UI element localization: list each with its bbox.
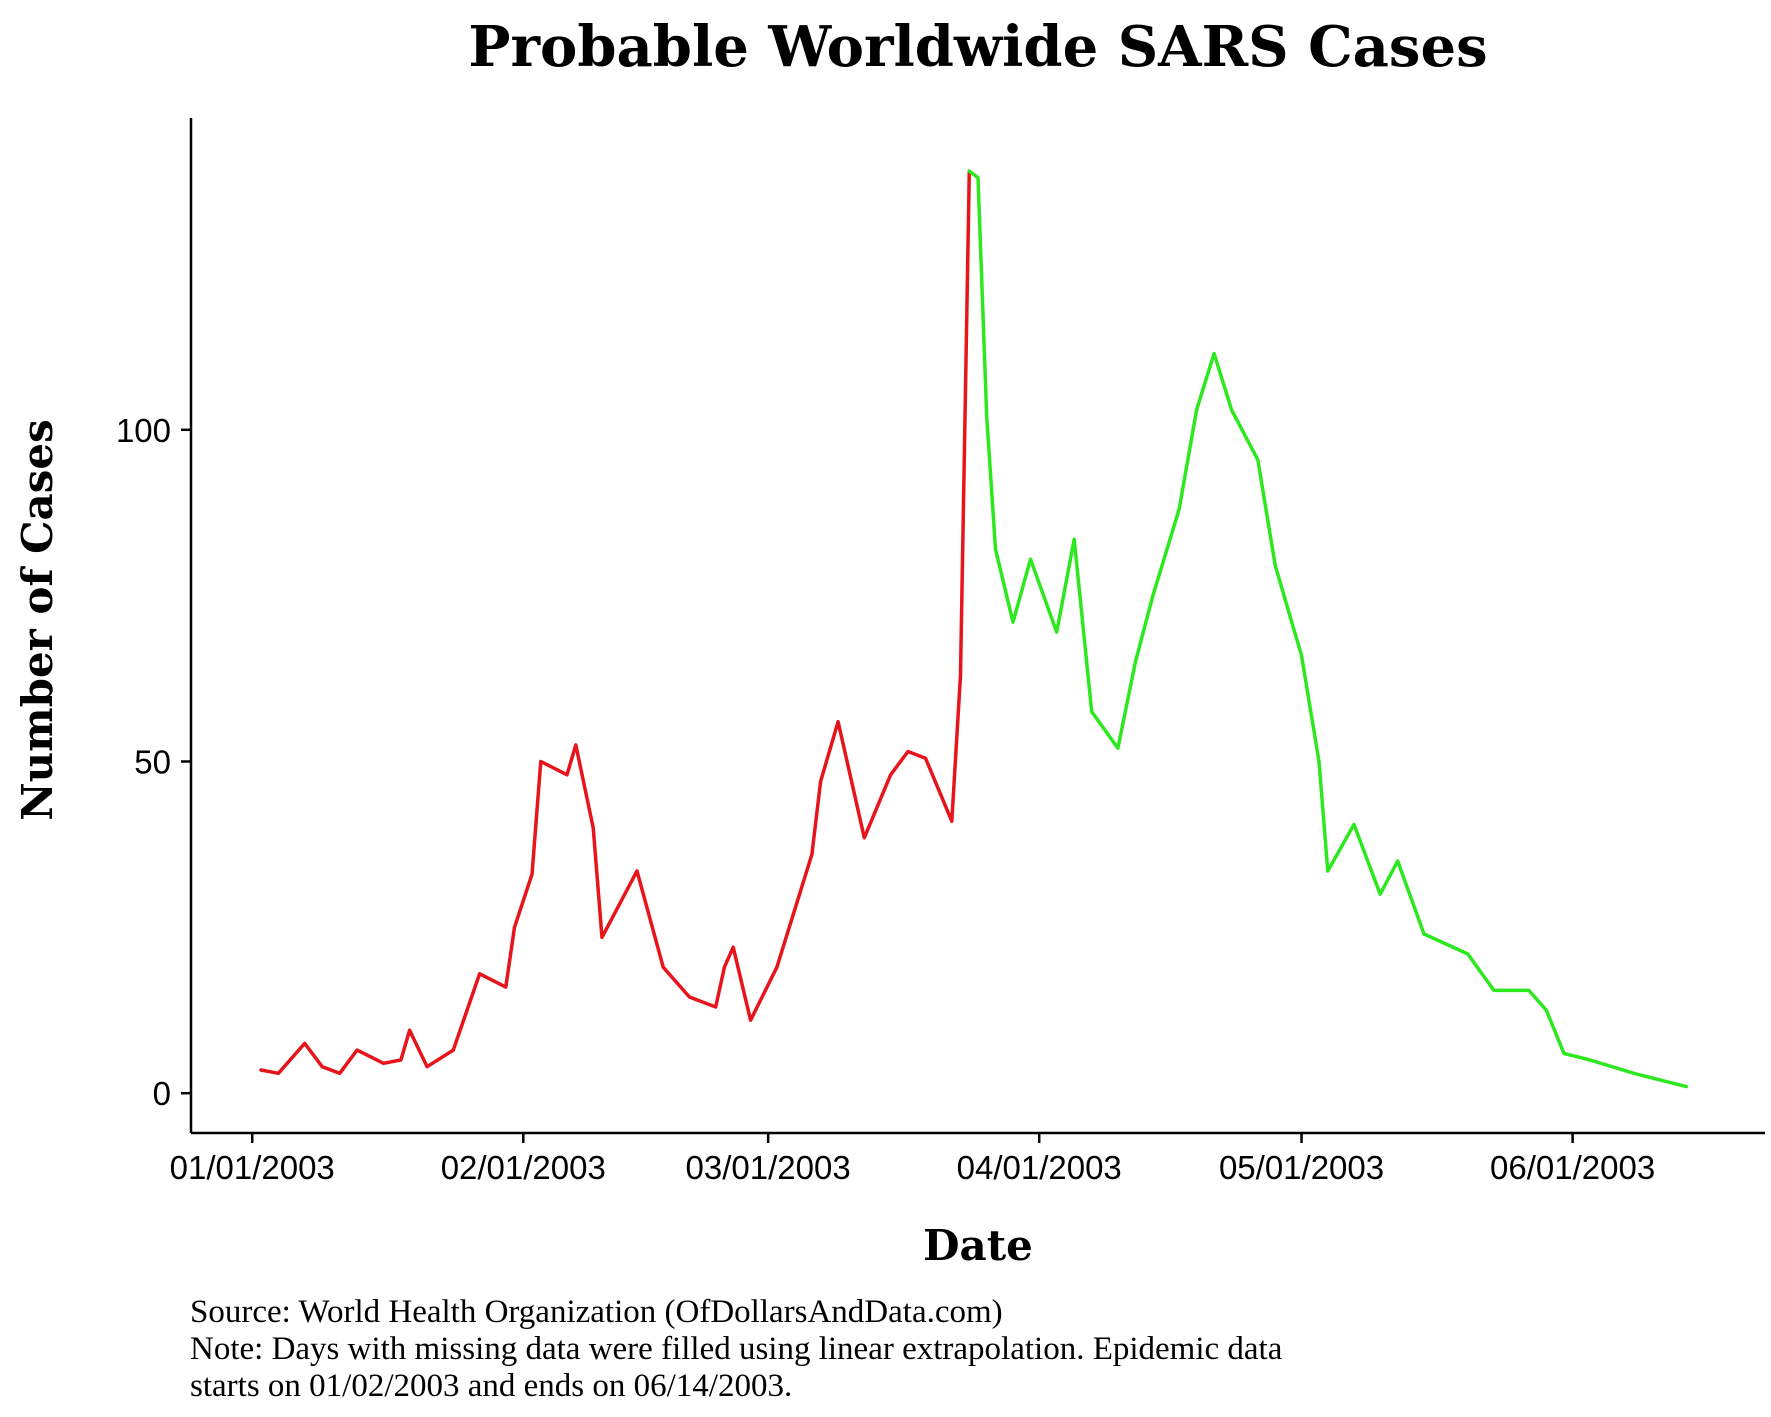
x-tick-label: 02/01/2003 — [441, 1149, 606, 1186]
caption-source: Source: World Health Organization (OfDol… — [190, 1294, 1003, 1330]
y-tick-label: 100 — [116, 412, 171, 449]
x-tick-label: 04/01/2003 — [957, 1149, 1122, 1186]
y-ticks: 0 50 100 — [116, 412, 191, 1112]
x-tick-label: 01/01/2003 — [170, 1149, 335, 1186]
series-line-2 — [967, 169, 1689, 1089]
x-tick-label: 06/01/2003 — [1490, 1149, 1655, 1186]
x-ticks: 01/01/2003 02/01/2003 03/01/2003 04/01/2003… — [170, 1133, 1655, 1186]
series-line-1 — [259, 169, 972, 1076]
caption-note: Note: Days with missing data were filled… — [190, 1331, 1283, 1367]
x-tick-label: 05/01/2003 — [1219, 1149, 1384, 1186]
caption-note-continued: starts on 01/02/2003 and ends on 06/14/2… — [190, 1368, 792, 1404]
caption: Source: World Health Organization (OfDol… — [190, 1294, 1283, 1404]
y-tick-label: 50 — [134, 743, 171, 780]
series-group — [259, 169, 1689, 1089]
chart-title: Probable Worldwide SARS Cases — [468, 14, 1487, 80]
x-axis-title: Date — [923, 1221, 1033, 1270]
plot-area: 0 50 100 01/01/2003 02/01/2003 03/01/2003 04/… — [116, 118, 1765, 1186]
y-axis-title: Number of Cases — [13, 419, 62, 821]
x-tick-label: 03/01/2003 — [686, 1149, 851, 1186]
y-tick-label: 0 — [153, 1075, 171, 1112]
